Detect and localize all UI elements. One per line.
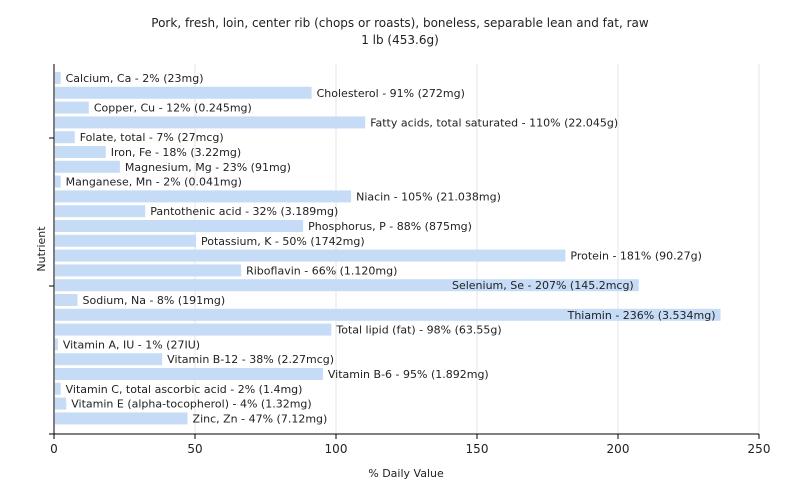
bar-label: Zinc, Zn - 47% (7.12mg) [193,412,328,425]
bar-label: Vitamin C, total ascorbic acid - 2% (1.4… [66,383,303,396]
bar [55,72,61,84]
bar [55,234,196,247]
bar-labels-group: Calcium, Ca - 2% (23mg) Cholesterol - 91%… [63,72,716,425]
bar [55,412,188,425]
bar-label: Total lipid (fat) - 98% (63.55g) [335,324,501,337]
bar-label: Iron, Fe - 18% (3.22mg) [111,146,241,159]
bar [55,249,566,262]
bar-label: Selenium, Se - 207% (145.2mcg) [452,279,634,292]
bar [55,205,146,218]
bar-label: Thiamin - 236% (3.534mg) [567,309,716,322]
bar-label: Vitamin B-6 - 95% (1.892mg) [328,368,489,381]
bar-label: Fatty acids, total saturated - 110% (22.… [370,116,618,129]
bar-label: Riboflavin - 66% (1.120mg) [246,264,397,277]
x-tick-label: 0 [50,442,58,456]
bar [55,220,304,232]
x-tick-label: 200 [607,442,630,456]
chart-subtitle: 1 lb (453.6g) [361,33,439,47]
bar-label: Vitamin B-12 - 38% (2.27mcg) [167,353,334,366]
x-axis-title: % Daily Value [368,467,444,480]
bar [55,131,75,144]
bar [55,397,67,410]
bar [55,368,323,380]
bar [55,279,639,292]
bar-label: Manganese, Mn - 2% (0.041mg) [66,176,242,189]
bar [55,294,78,306]
bar-label: Niacin - 105% (21.038mg) [356,190,501,203]
x-tick-label: 100 [325,442,348,456]
y-axis-title: Nutrient [35,226,48,272]
bars-group [55,72,721,425]
bar-label: Protein - 181% (90.27g) [570,250,702,263]
bar [55,86,312,99]
bar [55,338,58,351]
bar [55,175,61,188]
x-tick-label: 250 [748,442,771,456]
bar [55,101,89,114]
bar-label: Folate, total - 7% (27mcg) [80,131,224,144]
x-tick-label: 150 [466,442,489,456]
bar [55,264,242,277]
bar-label: Copper, Cu - 12% (0.245mg) [94,102,252,115]
bar [55,308,721,321]
bar-label: Magnesium, Mg - 23% (91mg) [125,161,291,174]
chart-title: Pork, fresh, loin, center rib (chops or … [151,16,649,30]
bar-label: Vitamin A, IU - 1% (27IU) [63,338,200,351]
bar [55,116,366,129]
bar [55,353,163,366]
bar [55,323,332,336]
bar [55,382,61,395]
bar-label: Pantothenic acid - 32% (3.189mg) [150,205,338,218]
bar-label: Sodium, Na - 8% (191mg) [83,294,226,307]
x-tick-label: 50 [187,442,202,456]
bar [55,160,120,173]
bar [55,146,106,158]
bar-label: Phosphorus, P - 88% (875mg) [308,220,472,233]
bar-label: Potassium, K - 50% (1742mg) [201,235,365,248]
bar [55,190,352,203]
axes-group [49,64,759,435]
bar-label: Calcium, Ca - 2% (23mg) [66,72,204,85]
x-ticks-group: 0 50 100 150 200 250 [50,434,770,456]
bar-label: Vitamin E (alpha-tocopherol) - 4% (1.32m… [71,398,311,411]
bar-label: Cholesterol - 91% (272mg) [317,87,465,100]
